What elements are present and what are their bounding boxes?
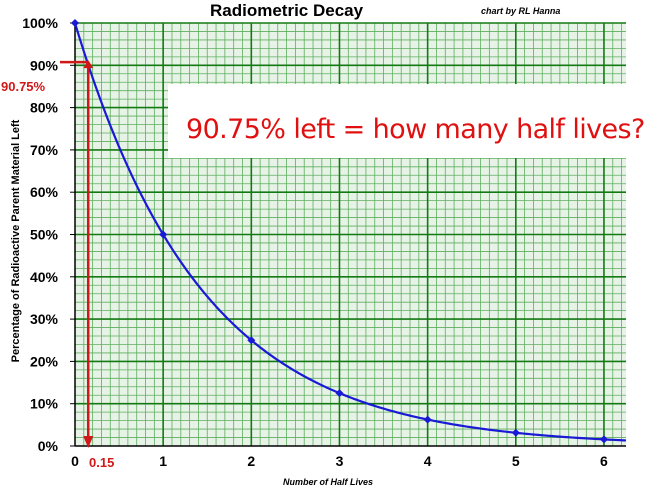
marker-arrowhead-top [83, 60, 94, 69]
x-tick-label: 0 [71, 453, 79, 469]
chart-credit: chart by RL Hanna [481, 6, 561, 16]
y-tick-label: 20% [30, 353, 59, 369]
x-tick-label: 3 [336, 453, 344, 469]
chart-title: Radiometric Decay [210, 1, 364, 20]
question-box: 90.75% left = how many half lives? [168, 84, 652, 158]
y-tick-label: 40% [30, 269, 59, 285]
marker-layer [60, 60, 94, 448]
marker-y-label: 90.75% [0, 79, 47, 94]
x-tick-label: 6 [600, 453, 608, 469]
x-tick-label: 1 [159, 453, 167, 469]
marker-arrowhead [83, 436, 94, 448]
decay-curve [73, 22, 627, 442]
data-point [247, 336, 256, 345]
data-point [335, 389, 344, 398]
y-tick-label: 80% [30, 100, 59, 116]
x-tick-label: 2 [247, 453, 255, 469]
series-layer [71, 19, 627, 444]
y-tick-label: 100% [22, 15, 58, 31]
x-axis-label: Number of Half Lives [283, 477, 374, 487]
y-tick-label: 50% [30, 227, 59, 243]
y-tick-label: 10% [30, 396, 59, 412]
question-text: 90.75% left = how many half lives? [186, 114, 645, 145]
data-point [423, 415, 432, 424]
data-point [599, 435, 608, 444]
marker-x-label: 0.15 [89, 455, 115, 470]
data-point [511, 428, 520, 437]
y-tick-label: 70% [30, 142, 59, 158]
y-tick-label: 60% [30, 184, 59, 200]
y-tick-label: 30% [30, 311, 59, 327]
tick-labels: 0% 10% 20% 30% 40% 50% 60% 70% 80% 90% 100% 0 1 2 3 4 5 6 [22, 15, 608, 469]
y-tick-label: 90% [30, 57, 59, 73]
data-point [159, 230, 168, 239]
x-tick-label: 5 [512, 453, 520, 469]
x-tick-label: 4 [424, 453, 432, 469]
y-tick-label: 0% [38, 438, 59, 454]
y-axis-label: Percentage of Radioactive Parent Materia… [10, 119, 22, 363]
data-point [71, 19, 79, 27]
